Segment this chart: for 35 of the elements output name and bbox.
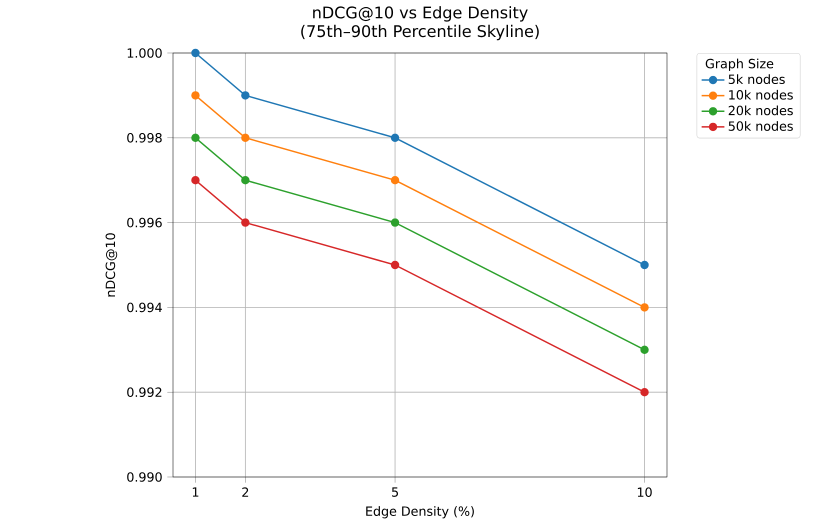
chart-title: nDCG@10 vs Edge Density: [313, 6, 528, 22]
legend-label: 5k nodes: [728, 74, 785, 84]
point: [191, 48, 200, 58]
point: [390, 260, 400, 270]
point: [390, 176, 400, 184]
y-tick-label: 0.996: [127, 218, 162, 228]
y-tick-label: 0.992: [127, 387, 162, 397]
point: [640, 388, 649, 396]
point: [241, 134, 250, 142]
point: [241, 91, 250, 100]
point: [640, 260, 649, 270]
x-tick-label: 2: [242, 487, 248, 497]
x-tick-label: 5: [392, 487, 398, 497]
point: [640, 303, 649, 312]
x-tick-label: 10: [638, 487, 652, 497]
legend-label: 10k nodes: [729, 90, 793, 100]
legend-label: 50k nodes: [728, 121, 793, 131]
point: [191, 134, 200, 142]
point: [640, 346, 649, 354]
point: [390, 134, 400, 142]
y-tick-label: 1.000: [128, 48, 162, 58]
chart-subtitle: (75th–90th Percentile Skyline): [301, 24, 539, 40]
y-tick-label: 0.994: [127, 302, 162, 312]
point: [191, 91, 200, 100]
x-tick-label: 1: [192, 487, 198, 497]
x-axis-title: Edge Density (%): [366, 506, 474, 518]
point: [390, 218, 400, 227]
legend-label: 20k nodes: [728, 105, 793, 116]
point: [241, 218, 250, 227]
y-tick-label: 0.998: [127, 133, 162, 143]
point: [241, 176, 250, 184]
point: [191, 176, 200, 184]
legend-title: Graph Size: [706, 58, 774, 71]
y-axis-title: nDCG@10: [106, 233, 118, 296]
y-tick-label: 0.990: [127, 472, 162, 482]
